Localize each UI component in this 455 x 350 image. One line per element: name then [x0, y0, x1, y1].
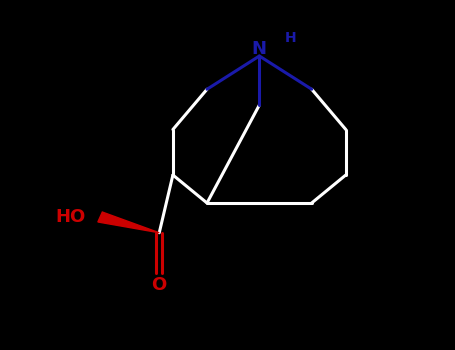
Text: O: O [152, 276, 167, 294]
Polygon shape [98, 212, 159, 233]
Text: H: H [284, 32, 296, 46]
Text: HO: HO [56, 208, 86, 226]
Text: N: N [252, 40, 267, 58]
